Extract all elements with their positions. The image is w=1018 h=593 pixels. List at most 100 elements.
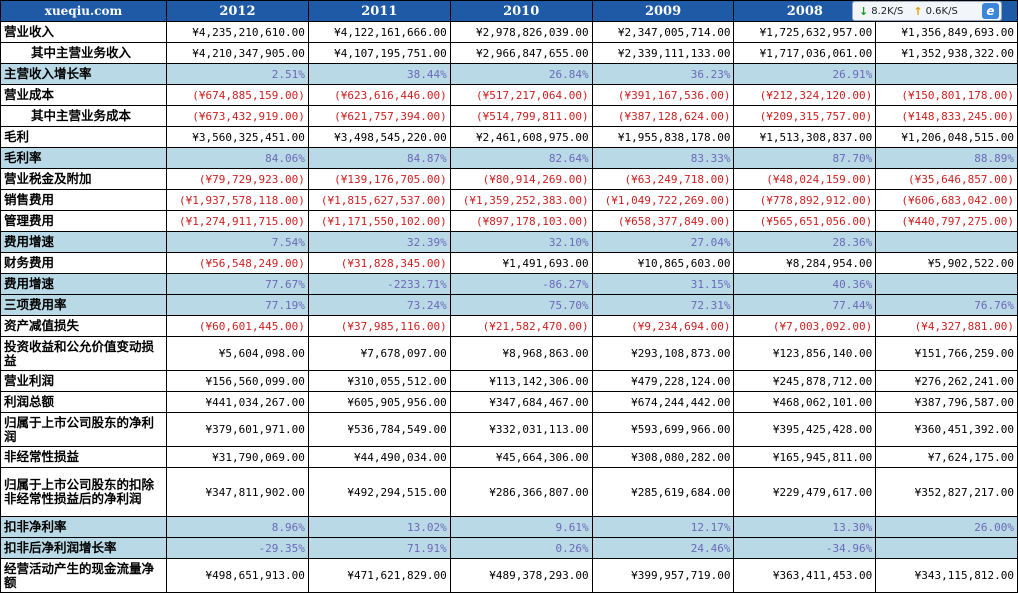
value-cell: 72.31% [591,294,735,316]
value-cell: ¥2,347,005,714.00 [591,21,735,43]
value-cell: (¥897,178,103.00) [449,210,593,232]
value-cell: 28.36% [733,231,877,253]
value-cell: ¥276,262,241.00 [875,370,1018,392]
value-cell: ¥1,955,838,178.00 [591,126,735,148]
value-cell: 84.06% [165,147,309,169]
value-cell: ¥1,206,048,515.00 [875,126,1018,148]
value-cell: ¥8,968,863.00 [449,336,593,371]
value-cell: (¥606,683,042.00) [875,189,1018,211]
value-cell: ¥8,284,954.00 [733,252,877,274]
value-cell: (¥673,432,919.00) [165,105,309,127]
ie-icon[interactable]: e [982,3,999,19]
table-row: 投资收益和公允价值变动损益 ¥5,604,098.00 ¥7,678,097.00 ¥… [0,336,1018,371]
value-cell: ¥1,352,938,322.00 [875,42,1018,64]
value-cell: ¥479,228,124.00 [591,370,735,392]
row-label: 归属于上市公司股东的净利润 [0,412,167,447]
value-cell: (¥623,616,446.00) [307,84,451,106]
value-cell: ¥399,957,719.00 [591,558,735,593]
value-cell: -86.27% [449,273,593,295]
value-cell: 83.33% [591,147,735,169]
table-row: 管理费用 (¥1,274,911,715.00) (¥1,171,550,102.0… [0,210,1018,232]
value-cell: (¥658,377,849.00) [591,210,735,232]
value-cell: ¥293,108,873.00 [591,336,735,371]
value-cell: ¥360,451,392.00 [875,412,1018,447]
value-cell: ¥352,827,217.00 [875,467,1018,517]
value-cell: 77.44% [733,294,877,316]
value-cell: ¥151,766,259.00 [875,336,1018,371]
value-cell: ¥2,978,826,039.00 [449,21,593,43]
value-cell: ¥2,339,111,133.00 [591,42,735,64]
table-row: 经营活动产生的现金流量净额 ¥498,651,913.00 ¥471,621,829… [0,558,1018,593]
year-header: 2008 [733,0,877,22]
value-cell: (¥514,799,811.00) [449,105,593,127]
table-row: 毛利率 84.06% 84.87% 82.64% 83.33% 87.70% 88.89% [0,147,1018,169]
value-cell: ¥2,966,847,655.00 [449,42,593,64]
value-cell: 31.15% [591,273,735,295]
value-cell: -34.96% [733,537,877,559]
row-label: 费用增速 [0,273,167,295]
value-cell: ¥347,684,467.00 [449,391,593,413]
value-cell: ¥44,490,034.00 [307,446,451,468]
value-cell: (¥56,548,249.00) [165,252,309,274]
value-cell: ¥245,878,712.00 [733,370,877,392]
value-cell: ¥310,055,512.00 [307,370,451,392]
value-cell: ¥1,717,036,061.00 [733,42,877,64]
value-cell: (¥674,885,159.00) [165,84,309,106]
value-cell: ¥4,107,195,751.00 [307,42,451,64]
value-cell: (¥150,801,178.00) [875,84,1018,106]
table-row: 利润总额 ¥441,034,267.00 ¥605,905,956.00 ¥347,6… [0,391,1018,413]
row-label: 财务费用 [0,252,167,274]
value-cell: 2.51% [165,63,309,85]
value-cell: ¥285,619,684.00 [591,467,735,517]
row-label: 主营收入增长率 [0,63,167,85]
table-row: 归属于上市公司股东的净利润 ¥379,601,971.00 ¥536,784,549… [0,412,1018,447]
value-cell: ¥2,461,608,975.00 [449,126,593,148]
value-cell: 13.02% [307,516,451,538]
table-row: 费用增速 77.67% -2233.71% -86.27% 31.15% 40.36% [0,273,1018,295]
value-cell [875,537,1018,559]
arrow-up-icon: ↑ [913,4,923,18]
value-cell: 7.54% [165,231,309,253]
value-cell: 88.89% [875,147,1018,169]
value-cell: 26.91% [733,63,877,85]
table-row: 资产减值损失 (¥60,601,445.00) (¥37,985,116.00) (¥… [0,315,1018,337]
row-label: 营业利润 [0,370,167,392]
value-cell: (¥7,003,092.00) [733,315,877,337]
table-row: 费用增速 7.54% 32.39% 32.10% 27.04% 28.36% [0,231,1018,253]
value-cell: 82.64% [449,147,593,169]
row-label: 营业收入 [0,21,167,43]
value-cell: (¥1,937,578,118.00) [165,189,309,211]
value-cell: (¥517,217,064.00) [449,84,593,106]
table-row: 其中主营业务成本 (¥673,432,919.00) (¥621,757,394.0… [0,105,1018,127]
value-cell: ¥5,902,522.00 [875,252,1018,274]
value-cell: (¥60,601,445.00) [165,315,309,337]
value-cell: (¥80,914,269.00) [449,168,593,190]
value-cell: 84.87% [307,147,451,169]
value-cell: ¥7,678,097.00 [307,336,451,371]
value-cell: ¥489,378,293.00 [449,558,593,593]
value-cell [875,63,1018,85]
value-cell: ¥286,366,807.00 [449,467,593,517]
value-cell: 38.44% [307,63,451,85]
value-cell: (¥209,315,757.00) [733,105,877,127]
table-row: 营业成本 (¥674,885,159.00) (¥623,616,446.00) (¥… [0,84,1018,106]
year-header: 2011 [307,0,451,22]
row-label: 营业成本 [0,84,167,106]
value-cell: ¥229,479,617.00 [733,467,877,517]
value-cell: 27.04% [591,231,735,253]
value-cell: ¥347,811,902.00 [165,467,309,517]
table-row: 扣非净利率 8.96% 13.02% 9.61% 12.17% 13.30% 26.00% [0,516,1018,538]
value-cell: -29.35% [165,537,309,559]
value-cell: ¥387,796,587.00 [875,391,1018,413]
value-cell: ¥492,294,515.00 [307,467,451,517]
value-cell: (¥9,234,694.00) [591,315,735,337]
value-cell: (¥1,359,252,383.00) [449,189,593,211]
table-row: 归属于上市公司股东的扣除非经常性损益后的净利润 ¥347,811,902.00 ¥4… [0,467,1018,517]
table-row: 三项费用率 77.19% 73.24% 75.70% 72.31% 77.44% 76.76… [0,294,1018,316]
row-label: 投资收益和公允价值变动损益 [0,336,167,371]
row-label: 资产减值损失 [0,315,167,337]
table-row: 非经常性损益 ¥31,790,069.00 ¥44,490,034.00 ¥45,66… [0,446,1018,468]
row-label: 其中主营业务收入 [0,42,167,64]
row-label: 扣非净利率 [0,516,167,538]
table-row: 销售费用 (¥1,937,578,118.00) (¥1,815,627,537.0… [0,189,1018,211]
